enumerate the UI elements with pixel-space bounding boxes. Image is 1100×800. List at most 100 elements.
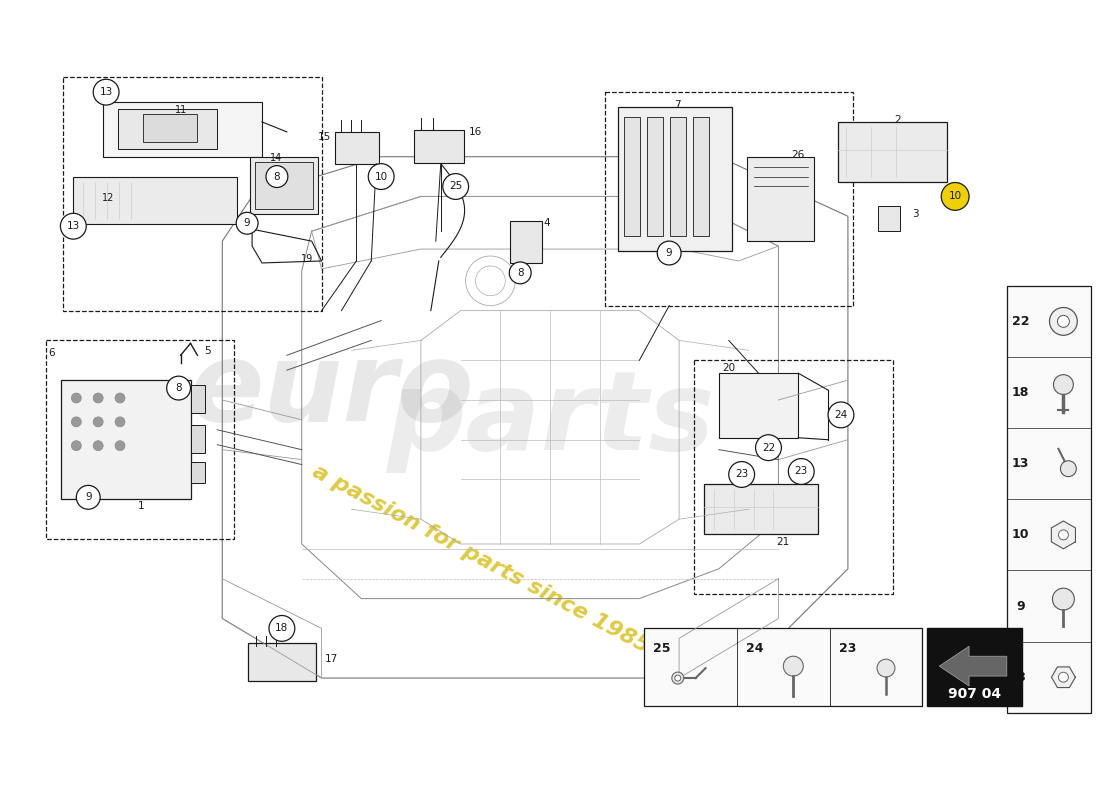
Circle shape bbox=[828, 402, 854, 428]
Circle shape bbox=[756, 434, 781, 461]
Circle shape bbox=[674, 675, 681, 681]
Text: 5: 5 bbox=[205, 346, 211, 356]
Text: 18: 18 bbox=[275, 623, 288, 634]
Text: 22: 22 bbox=[1012, 315, 1030, 328]
Text: 15: 15 bbox=[318, 132, 331, 142]
Circle shape bbox=[1049, 307, 1077, 335]
Text: a passion for parts since 1985: a passion for parts since 1985 bbox=[309, 461, 652, 657]
Text: 13: 13 bbox=[1012, 458, 1030, 470]
Text: 10: 10 bbox=[1012, 528, 1030, 542]
Text: 1: 1 bbox=[138, 502, 144, 511]
Bar bbox=[190, 462, 206, 483]
Circle shape bbox=[116, 417, 125, 427]
Text: 13: 13 bbox=[67, 222, 80, 231]
Text: 7: 7 bbox=[674, 100, 681, 110]
Text: 14: 14 bbox=[270, 153, 282, 162]
Bar bbox=[625, 117, 640, 236]
Text: 4: 4 bbox=[543, 218, 550, 228]
Circle shape bbox=[72, 393, 81, 403]
Circle shape bbox=[94, 79, 119, 105]
Circle shape bbox=[94, 393, 103, 403]
Bar bbox=[704, 485, 818, 534]
Circle shape bbox=[72, 417, 81, 427]
Text: 25: 25 bbox=[653, 642, 671, 654]
Text: 8: 8 bbox=[517, 268, 524, 278]
Text: 12: 12 bbox=[102, 194, 114, 203]
Text: 18: 18 bbox=[1012, 386, 1030, 399]
Circle shape bbox=[167, 376, 190, 400]
Text: 8: 8 bbox=[274, 171, 280, 182]
Text: 8: 8 bbox=[1016, 670, 1025, 684]
Text: 25: 25 bbox=[449, 182, 462, 191]
Bar bbox=[838, 122, 947, 182]
Bar bbox=[510, 222, 542, 263]
Text: 24: 24 bbox=[746, 642, 763, 654]
Bar bbox=[74, 177, 238, 224]
Bar bbox=[747, 157, 814, 241]
Circle shape bbox=[1053, 588, 1075, 610]
Circle shape bbox=[789, 458, 814, 485]
Polygon shape bbox=[1052, 521, 1076, 549]
Bar bbox=[645, 629, 923, 706]
Bar bbox=[670, 117, 686, 236]
Text: 26: 26 bbox=[792, 150, 805, 160]
Circle shape bbox=[728, 462, 755, 487]
Circle shape bbox=[1057, 315, 1069, 327]
Bar bbox=[190, 425, 206, 453]
Circle shape bbox=[672, 672, 684, 684]
Text: 11: 11 bbox=[175, 105, 187, 115]
Circle shape bbox=[442, 174, 469, 199]
Circle shape bbox=[72, 441, 81, 450]
Polygon shape bbox=[1052, 667, 1076, 687]
Bar bbox=[878, 206, 900, 231]
Bar bbox=[718, 373, 799, 438]
Bar bbox=[103, 102, 262, 157]
Circle shape bbox=[266, 166, 288, 187]
Circle shape bbox=[76, 486, 100, 510]
Bar bbox=[255, 162, 312, 210]
Bar bbox=[693, 117, 708, 236]
Circle shape bbox=[942, 182, 969, 210]
Circle shape bbox=[1060, 461, 1076, 477]
Bar bbox=[62, 380, 190, 499]
Bar bbox=[334, 132, 379, 164]
Text: 23: 23 bbox=[735, 470, 748, 479]
Circle shape bbox=[658, 241, 681, 265]
Text: 9: 9 bbox=[666, 248, 672, 258]
Polygon shape bbox=[939, 646, 1006, 686]
Text: 2: 2 bbox=[894, 115, 901, 125]
Text: 22: 22 bbox=[762, 442, 776, 453]
Text: 10: 10 bbox=[375, 171, 387, 182]
Text: 16: 16 bbox=[469, 127, 482, 137]
Bar bbox=[927, 629, 1022, 706]
Text: 10: 10 bbox=[948, 191, 961, 202]
Circle shape bbox=[1058, 530, 1068, 540]
Text: 23: 23 bbox=[839, 642, 856, 654]
Bar bbox=[190, 385, 206, 413]
Text: 20: 20 bbox=[723, 363, 735, 374]
Text: 3: 3 bbox=[912, 210, 918, 219]
Text: 9: 9 bbox=[85, 492, 91, 502]
Text: parts: parts bbox=[386, 366, 714, 474]
Circle shape bbox=[116, 441, 125, 450]
Bar bbox=[617, 107, 732, 251]
Bar bbox=[647, 117, 663, 236]
Text: 19: 19 bbox=[300, 254, 312, 264]
Text: 17: 17 bbox=[324, 654, 338, 664]
Bar bbox=[64, 78, 321, 310]
Bar bbox=[118, 109, 218, 149]
Circle shape bbox=[509, 262, 531, 284]
Circle shape bbox=[1058, 672, 1068, 682]
Text: 6: 6 bbox=[48, 348, 55, 358]
Text: 23: 23 bbox=[794, 466, 807, 477]
Bar bbox=[1006, 286, 1091, 713]
Circle shape bbox=[94, 441, 103, 450]
Text: 21: 21 bbox=[777, 537, 790, 547]
Text: euro: euro bbox=[189, 337, 474, 443]
Bar bbox=[45, 341, 234, 539]
Circle shape bbox=[783, 656, 803, 676]
Bar bbox=[143, 114, 198, 142]
Text: 8: 8 bbox=[175, 383, 182, 393]
Bar bbox=[250, 157, 318, 214]
Circle shape bbox=[94, 417, 103, 427]
